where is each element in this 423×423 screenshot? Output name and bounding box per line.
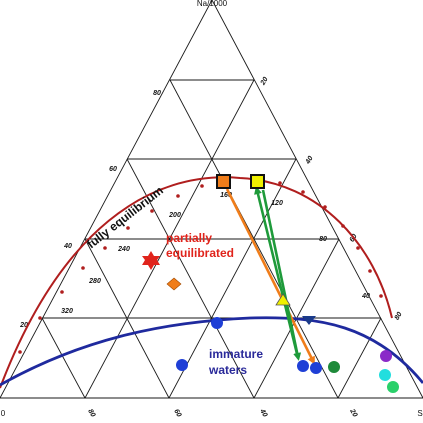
left-tick-60: 60 [109,166,117,173]
grid-line [41,317,86,399]
orange-square-marker [216,174,231,189]
curve-labels: 160 200 240 280 320 120 80 40 [61,192,370,315]
curve-marker [301,190,305,194]
curve-label-320: 320 [61,308,73,315]
immature-label: immature [209,347,263,361]
purple-point [380,350,392,362]
triangle-grid [0,0,423,399]
yellow-square-marker [250,174,265,189]
curve-label-80: 80 [319,236,327,243]
blue-point [211,317,223,329]
curve-marker [103,246,107,250]
curve-marker [18,350,22,354]
right-tick-20: 20 [259,76,270,87]
orange-diamond-marker [166,277,182,291]
red-star-marker [142,251,160,270]
curve-label-120: 120 [271,200,283,207]
curve-label-40: 40 [361,293,370,300]
curve-label-200: 200 [168,212,181,219]
apex-label-right: S [417,409,422,418]
partially-label: partially [166,231,212,245]
curve-marker [341,224,345,228]
equilibrium-curve-markers [18,181,383,354]
curve-marker [379,294,383,298]
curve-marker [200,184,204,188]
apex-label-top: Na/1000 [197,0,228,8]
apex-label-left: 0 [1,409,6,418]
blue-point [297,360,309,372]
grid-line [84,238,170,399]
curve-marker [278,181,282,185]
curve-marker [38,316,42,320]
left-tick-80: 80 [153,90,161,97]
grid-line [168,158,297,399]
orange-arrow [225,188,315,365]
grid-line [337,317,382,399]
bottom-tick-20: 20 [348,407,359,418]
curve-marker [60,290,64,294]
grid-line [169,79,339,399]
equilibrated-label: equilibrated [166,246,234,260]
immaturity-curve [0,316,423,387]
curve-label-280: 280 [88,278,101,285]
green-arrow-down [261,189,302,361]
left-tick-40: 40 [63,243,72,250]
left-tick-20: 20 [19,322,28,329]
curve-marker [81,266,85,270]
blue-point [176,359,188,371]
triangle-outline [0,0,423,399]
cyan-point [379,369,391,381]
green-point [328,361,340,373]
yellow-triangle-marker [275,293,291,306]
curve-label-160: 160 [220,192,232,199]
curve-marker [323,205,327,209]
curve-marker [356,246,360,250]
waters-label: waters [208,363,247,377]
bottom-tick-80: 80 [86,408,96,418]
right-tick-40: 40 [304,155,315,166]
bottom-tick-60: 60 [172,408,182,418]
blue-point [310,362,322,374]
curve-marker [126,226,130,230]
right-tick-80: 80 [394,311,404,321]
curve-marker [176,194,180,198]
curve-marker [368,269,372,273]
curve-label-240: 240 [117,246,130,253]
navy-down-triangle-marker [302,316,316,325]
grid-line [126,158,255,399]
bottom-tick-40: 40 [258,407,269,418]
light-green-point [387,381,399,393]
curve-marker [150,209,154,213]
